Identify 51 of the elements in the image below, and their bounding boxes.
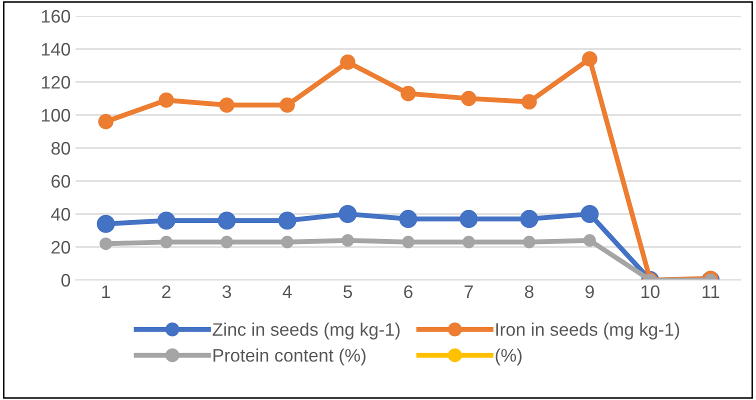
point <box>220 236 234 248</box>
point <box>462 236 475 248</box>
point <box>158 92 174 108</box>
point <box>160 236 173 248</box>
x-tick-label: 8 <box>524 285 534 298</box>
point <box>281 236 294 248</box>
point <box>340 54 356 70</box>
point <box>520 210 538 228</box>
x-tick-label: 3 <box>222 285 232 298</box>
point <box>338 204 357 224</box>
point <box>402 236 414 248</box>
point <box>278 212 296 230</box>
point <box>583 234 596 247</box>
y-tick-label: 40 <box>51 208 70 221</box>
point <box>280 97 295 113</box>
point <box>100 237 112 250</box>
y-tick-label: 20 <box>52 240 70 254</box>
x-tick-label: 11 <box>702 286 720 298</box>
x-tick-label: 2 <box>162 285 170 298</box>
x-tick-label: 1 <box>102 286 110 298</box>
x-tick-label: 5 <box>343 286 352 298</box>
x-tick-label: 4 <box>282 286 292 298</box>
x-tick-label: 7 <box>464 286 473 298</box>
point <box>218 212 236 230</box>
point <box>460 210 478 228</box>
y-tick-label: 120 <box>42 76 70 89</box>
point <box>219 97 234 113</box>
y-tick-label: 140 <box>42 42 70 56</box>
point <box>461 90 476 106</box>
x-tick-label: 9 <box>586 285 594 298</box>
y-tick-label: 80 <box>51 142 70 155</box>
y-tick-label: 60 <box>52 174 70 188</box>
x-tick-label: 10 <box>641 285 660 298</box>
point <box>400 86 416 102</box>
point <box>522 236 536 248</box>
legend-label: Protein content (%) <box>214 348 366 366</box>
point <box>342 234 354 247</box>
point <box>399 210 418 228</box>
point <box>157 212 176 230</box>
point <box>580 204 599 224</box>
legend-label: Iron in seeds (mg kg-1) <box>496 322 680 340</box>
point <box>96 214 115 233</box>
point <box>582 51 598 67</box>
y-tick-label: 0 <box>61 274 70 287</box>
point <box>522 94 537 110</box>
y-tick-label: 100 <box>42 108 70 122</box>
y-tick-label: 160 <box>42 10 70 23</box>
point <box>98 114 114 130</box>
legend-label: (%) <box>496 348 522 366</box>
x-tick-label: 6 <box>404 285 412 298</box>
legend-label: Zinc in seeds (mg kg-1) <box>212 322 400 340</box>
